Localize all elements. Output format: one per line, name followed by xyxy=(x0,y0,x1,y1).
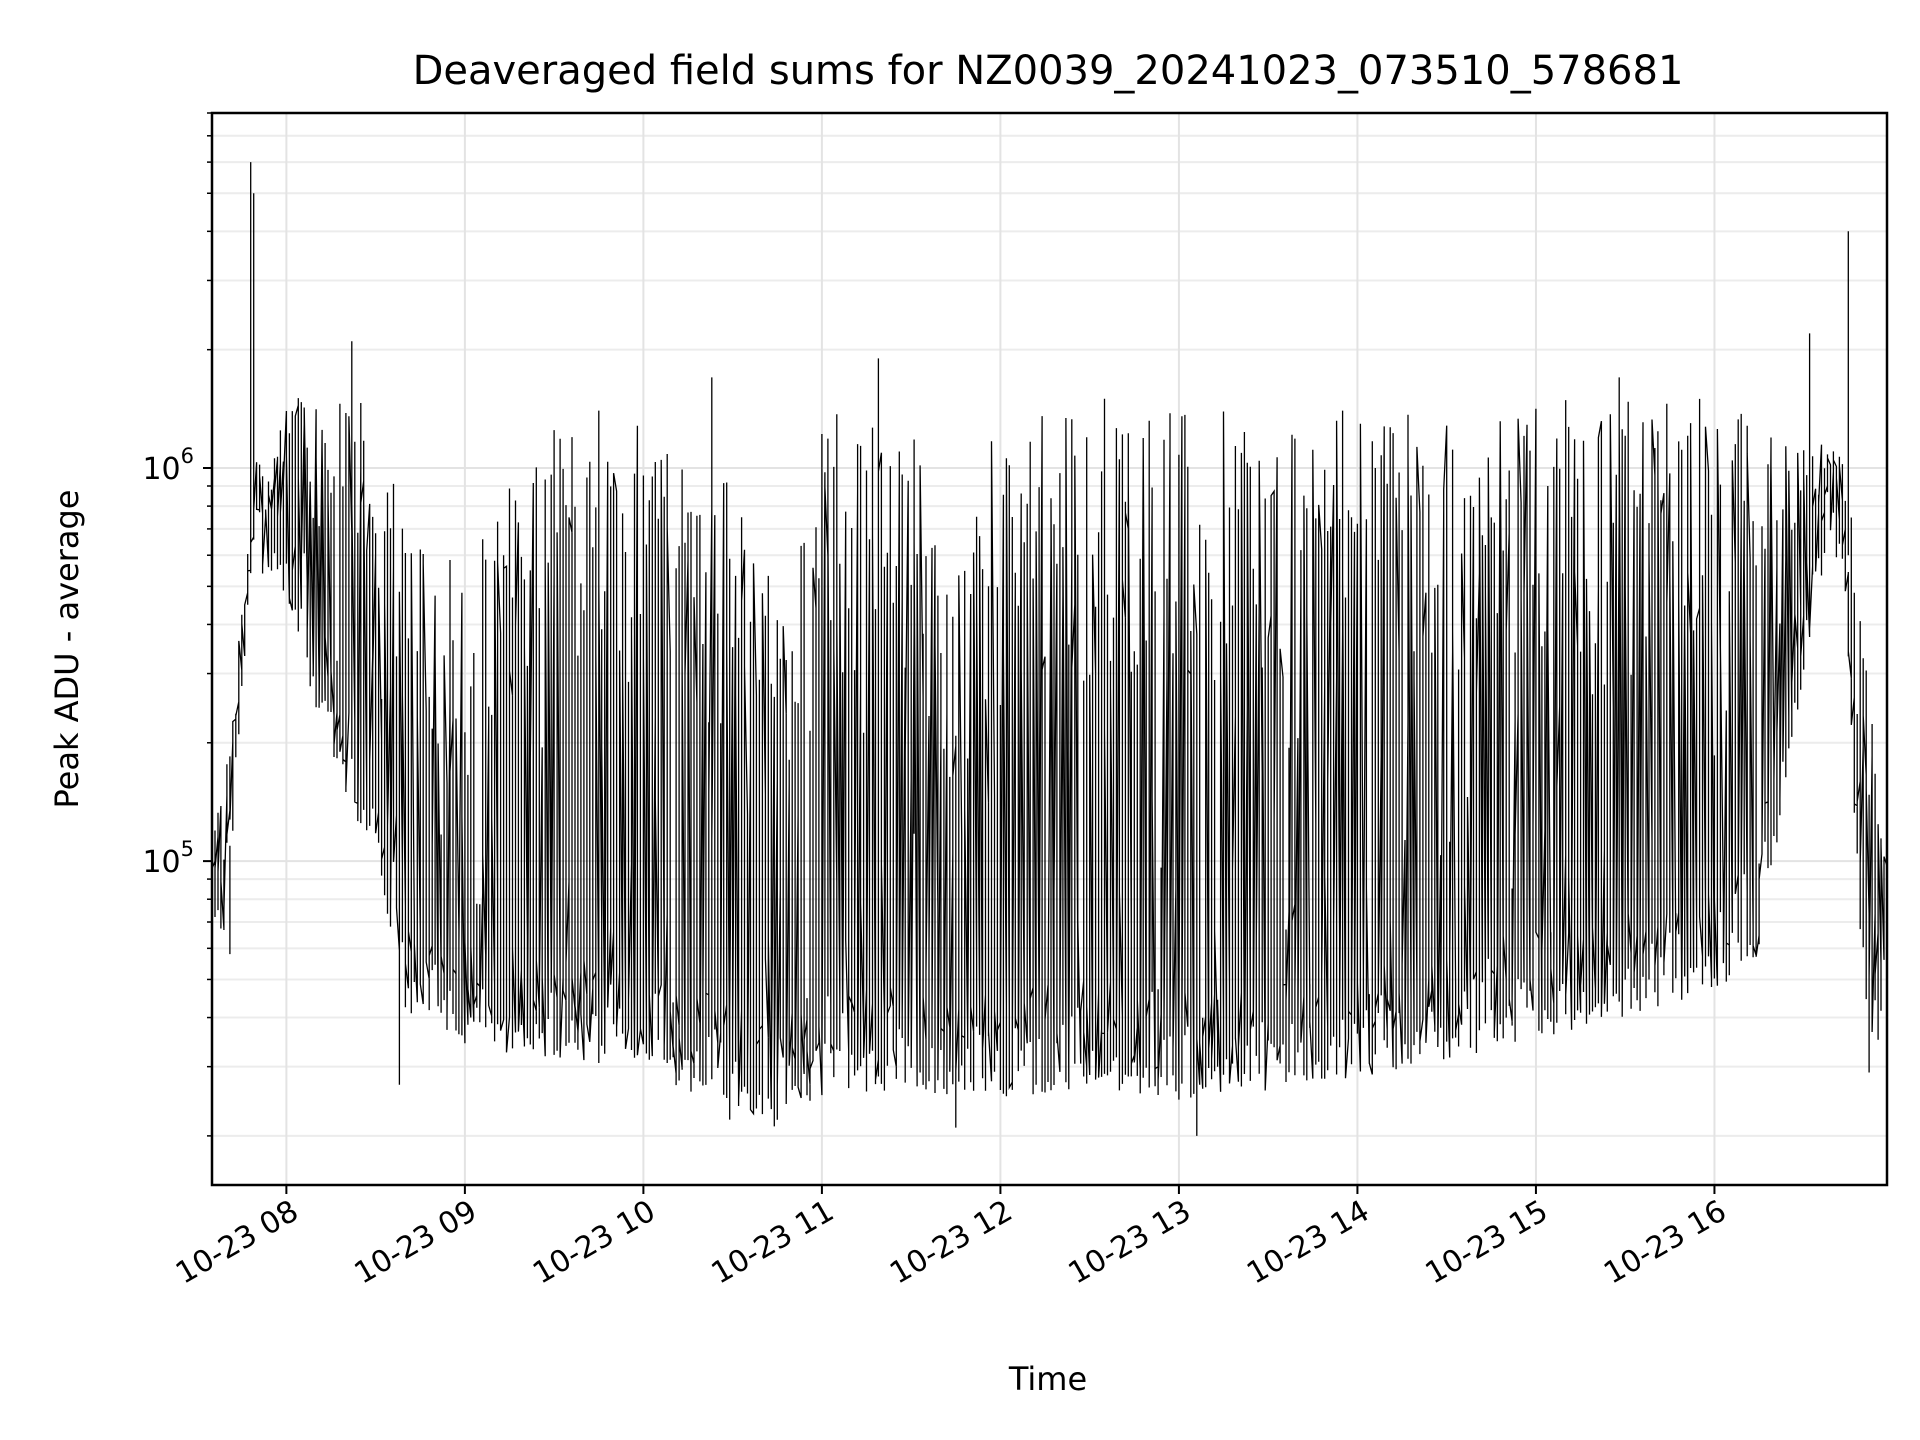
y-tick-exponent: 5 xyxy=(181,837,194,861)
y-tick-exponent: 6 xyxy=(181,444,194,468)
plot-area xyxy=(212,162,1887,1136)
y-axis-label: Peak ADU - average xyxy=(48,490,86,809)
plot-frame xyxy=(210,111,1889,1187)
data-series-line xyxy=(212,162,1887,1136)
chart-title: Deaveraged field sums for NZ0039_2024102… xyxy=(413,48,1684,94)
x-axis-label: Time xyxy=(1008,1360,1087,1398)
